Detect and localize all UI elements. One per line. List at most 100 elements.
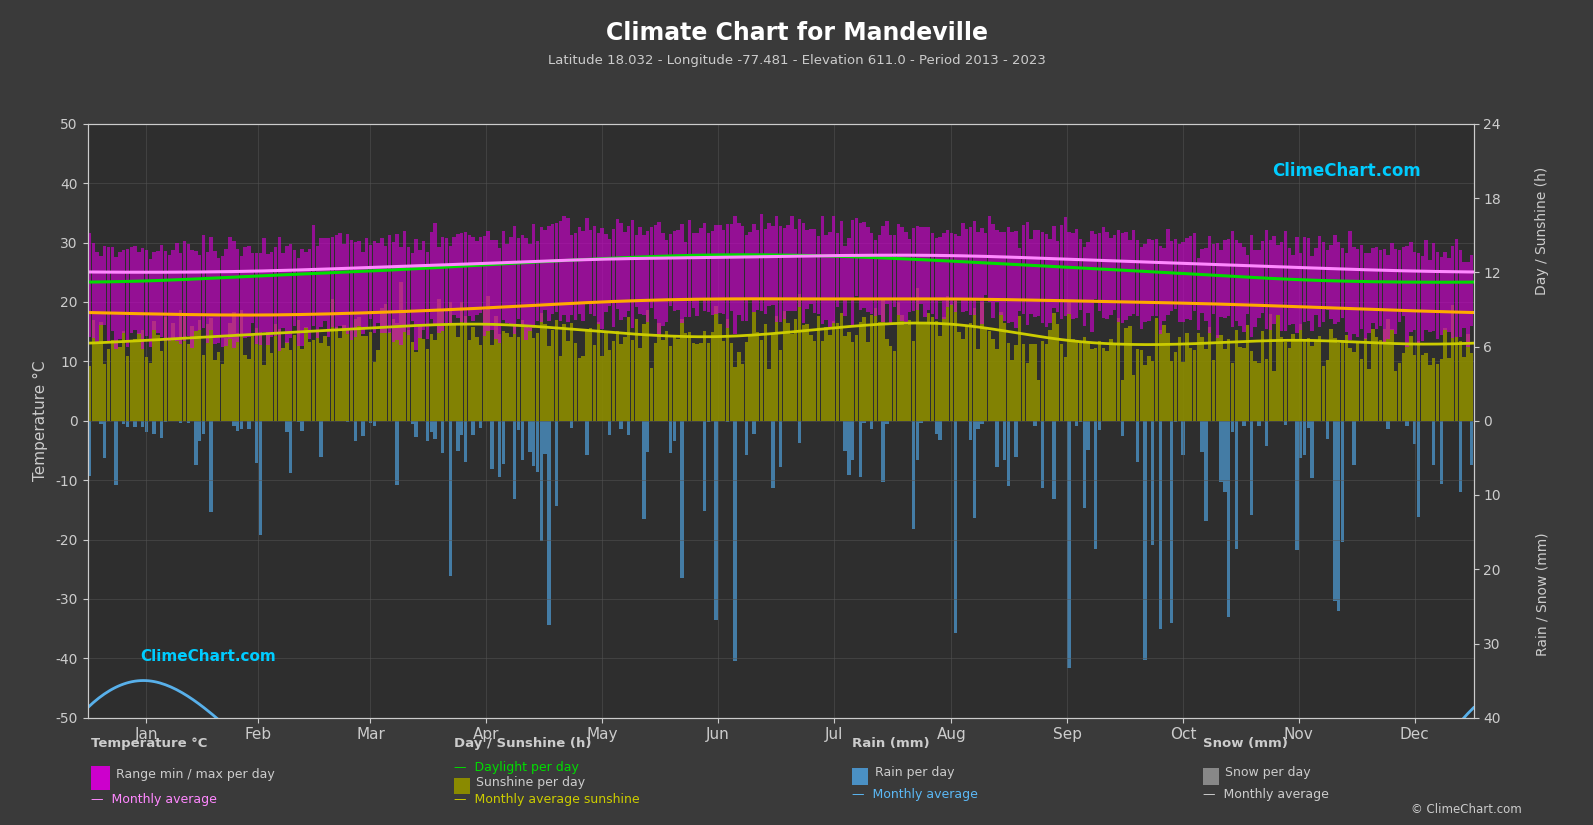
Bar bbox=[338, 338, 342, 421]
Bar bbox=[175, 243, 178, 341]
Bar bbox=[1314, 342, 1317, 421]
Bar bbox=[159, 245, 164, 337]
Bar bbox=[274, 247, 277, 336]
Bar bbox=[1067, 302, 1070, 421]
Bar bbox=[1265, 421, 1268, 446]
Bar bbox=[449, 246, 452, 323]
Bar bbox=[832, 321, 835, 421]
Bar bbox=[1325, 250, 1329, 310]
Bar bbox=[110, 247, 115, 331]
Bar bbox=[535, 421, 540, 472]
Bar bbox=[1295, 421, 1298, 549]
Bar bbox=[153, 421, 156, 434]
Bar bbox=[115, 421, 118, 485]
Bar bbox=[190, 249, 194, 348]
Bar bbox=[342, 243, 346, 330]
Bar bbox=[1254, 361, 1257, 421]
Bar bbox=[467, 340, 472, 421]
Bar bbox=[977, 349, 980, 421]
Bar bbox=[381, 238, 384, 332]
Bar bbox=[1037, 380, 1040, 421]
Bar bbox=[209, 318, 213, 421]
Bar bbox=[820, 341, 824, 421]
Bar bbox=[628, 421, 631, 435]
Bar bbox=[137, 332, 140, 421]
Bar bbox=[806, 230, 809, 309]
Bar bbox=[722, 230, 725, 314]
Bar bbox=[1459, 421, 1462, 492]
Bar bbox=[1201, 249, 1204, 314]
Bar bbox=[733, 367, 736, 421]
Bar bbox=[1029, 238, 1032, 314]
Bar bbox=[164, 421, 167, 422]
Bar bbox=[529, 243, 532, 331]
Bar bbox=[104, 364, 107, 421]
Bar bbox=[1227, 421, 1230, 616]
Bar bbox=[1435, 364, 1438, 421]
Bar bbox=[1004, 323, 1007, 421]
Bar bbox=[779, 350, 782, 421]
Bar bbox=[1337, 421, 1340, 611]
Bar bbox=[634, 235, 637, 307]
Bar bbox=[961, 224, 964, 312]
Bar bbox=[1144, 365, 1147, 421]
Bar bbox=[977, 232, 980, 298]
Bar bbox=[1367, 253, 1372, 332]
Bar bbox=[1356, 341, 1359, 421]
Bar bbox=[205, 324, 209, 421]
Bar bbox=[198, 421, 201, 441]
Bar bbox=[881, 226, 884, 322]
Bar bbox=[771, 421, 774, 488]
Bar bbox=[1348, 231, 1352, 340]
Bar bbox=[217, 351, 220, 421]
Bar bbox=[502, 421, 505, 464]
Bar bbox=[365, 238, 368, 329]
Bar bbox=[1040, 341, 1045, 421]
Bar bbox=[1045, 344, 1048, 421]
Bar bbox=[1166, 333, 1169, 421]
Bar bbox=[911, 421, 914, 530]
Bar bbox=[296, 320, 299, 421]
Bar bbox=[1243, 421, 1246, 426]
Bar bbox=[167, 255, 170, 341]
Bar bbox=[1075, 229, 1078, 318]
Bar bbox=[464, 232, 467, 323]
Bar bbox=[159, 351, 164, 421]
Bar bbox=[1174, 238, 1177, 309]
Bar bbox=[867, 342, 870, 421]
Bar bbox=[798, 295, 801, 421]
Bar bbox=[714, 421, 718, 620]
Bar bbox=[217, 258, 220, 342]
Bar bbox=[320, 238, 323, 328]
Bar bbox=[134, 421, 137, 427]
Bar bbox=[642, 234, 645, 315]
Bar bbox=[1182, 362, 1185, 421]
Bar bbox=[1067, 421, 1070, 668]
Bar bbox=[1364, 338, 1367, 421]
Bar bbox=[578, 358, 581, 421]
Bar bbox=[677, 339, 680, 421]
Bar bbox=[949, 304, 953, 421]
Bar bbox=[186, 421, 190, 423]
Bar bbox=[513, 421, 516, 499]
Bar bbox=[1177, 337, 1180, 421]
Bar bbox=[449, 302, 452, 421]
Bar bbox=[726, 421, 730, 422]
Bar bbox=[1394, 249, 1397, 334]
Bar bbox=[1201, 421, 1204, 452]
Bar bbox=[1333, 234, 1337, 323]
Bar bbox=[1273, 236, 1276, 323]
Bar bbox=[585, 219, 589, 301]
Bar bbox=[957, 332, 961, 421]
Bar bbox=[620, 421, 623, 429]
Bar bbox=[1402, 353, 1405, 421]
Bar bbox=[817, 316, 820, 421]
Bar bbox=[145, 249, 148, 336]
Bar bbox=[897, 224, 900, 315]
Bar bbox=[620, 223, 623, 320]
Bar bbox=[924, 323, 927, 421]
Bar bbox=[293, 250, 296, 326]
Bar bbox=[460, 421, 464, 436]
Bar bbox=[790, 334, 793, 421]
Bar bbox=[991, 339, 996, 421]
